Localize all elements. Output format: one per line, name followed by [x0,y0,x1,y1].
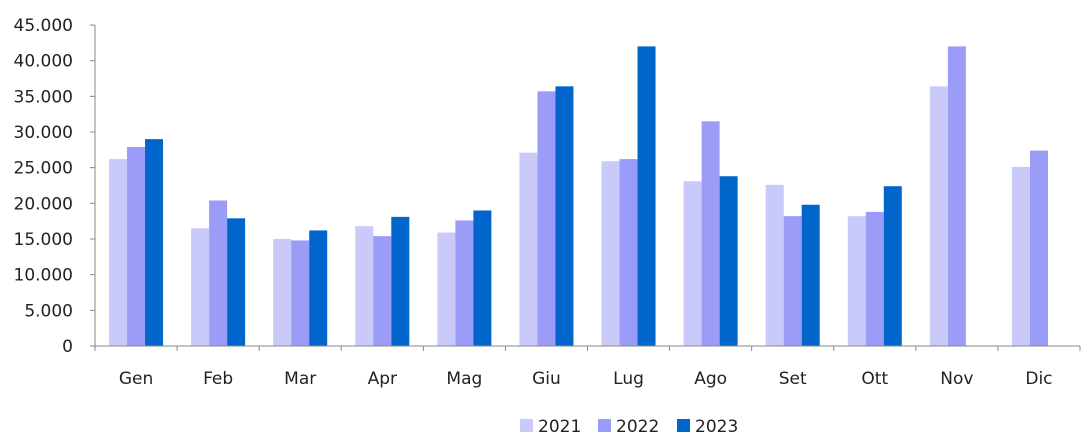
bar-2021-dic [1011,166,1030,346]
x-tick-label: Lug [613,369,644,389]
bar-2021-lug [601,161,620,346]
y-tick-label: 20.000 [14,194,73,214]
x-tick-label: Ago [694,369,727,389]
bar-2021-nov [929,86,948,346]
bar-2022-nov [947,46,966,347]
bar-2023-feb [227,218,246,346]
bar-2021-ago [683,181,702,346]
bar-2022-ott [865,211,884,346]
bar-2023-set [801,204,820,346]
bar-2021-giu [519,152,538,346]
y-tick-label: 15.000 [14,230,73,250]
bar-2022-lug [619,159,638,346]
bar-2021-ott [847,216,866,346]
bar-2021-mar [273,239,292,346]
x-tick-label: Set [779,369,807,389]
bar-2022-apr [373,236,392,346]
x-tick-label: Ott [861,369,888,389]
legend-label-2023: 2023 [695,417,738,436]
bar-2023-mar [309,230,328,346]
bar-2023-ago [719,176,738,346]
x-axis-ticks: Gen Feb Mar Apr Mag Giu Lug Ago Set Ott Nov Dic [94,346,1081,389]
y-tick-label: 10.000 [14,266,73,286]
y-tick-label: 5.000 [24,301,73,321]
bar-2022-giu [537,91,556,346]
y-axis-ticks: 0 5.000 10.000 15.000 20.000 25.000 30.000 35.0… [14,16,95,357]
bar-2023-gen [145,139,164,346]
bar-2022-gen [127,146,146,346]
x-tick-label: Nov [940,369,973,389]
bar-2022-set [783,216,802,346]
bar-2022-mag [455,220,474,346]
legend-swatch-2021 [520,419,533,432]
bar-2021-feb [191,228,210,346]
legend-label-2022: 2022 [616,417,659,436]
bar-2022-feb [209,200,228,346]
x-tick-label: Mar [284,369,316,389]
bar-2021-apr [355,226,374,346]
bar-2023-apr [391,216,410,346]
y-tick-label: 25.000 [14,159,73,179]
bar-2023-giu [555,86,574,346]
x-tick-label: Feb [203,369,233,389]
bar-2022-dic [1029,150,1048,346]
y-tick-label: 45.000 [14,16,73,36]
x-tick-label: Giu [532,369,561,389]
bar-2021-mag [437,232,456,346]
legend: 2021 2022 2023 [520,417,738,436]
bar-2022-ago [701,121,720,346]
x-tick-label: Mag [446,369,482,389]
bar-2022-mar [291,240,310,346]
bar-2023-ott [883,186,902,346]
bar-2023-lug [637,46,656,347]
legend-swatch-2023 [677,419,690,432]
x-tick-label: Apr [368,369,397,389]
bar-2021-gen [109,159,128,346]
legend-label-2021: 2021 [538,417,581,436]
bars [109,46,1048,347]
y-tick-label: 35.000 [14,87,73,107]
y-tick-label: 0 [62,337,73,357]
y-tick-label: 30.000 [14,123,73,143]
x-tick-label: Gen [119,369,153,389]
x-tick-label: Dic [1025,369,1052,389]
y-tick-label: 40.000 [14,52,73,72]
bar-2023-mag [473,210,492,346]
bar-2021-set [765,184,784,346]
legend-swatch-2022 [598,419,611,432]
